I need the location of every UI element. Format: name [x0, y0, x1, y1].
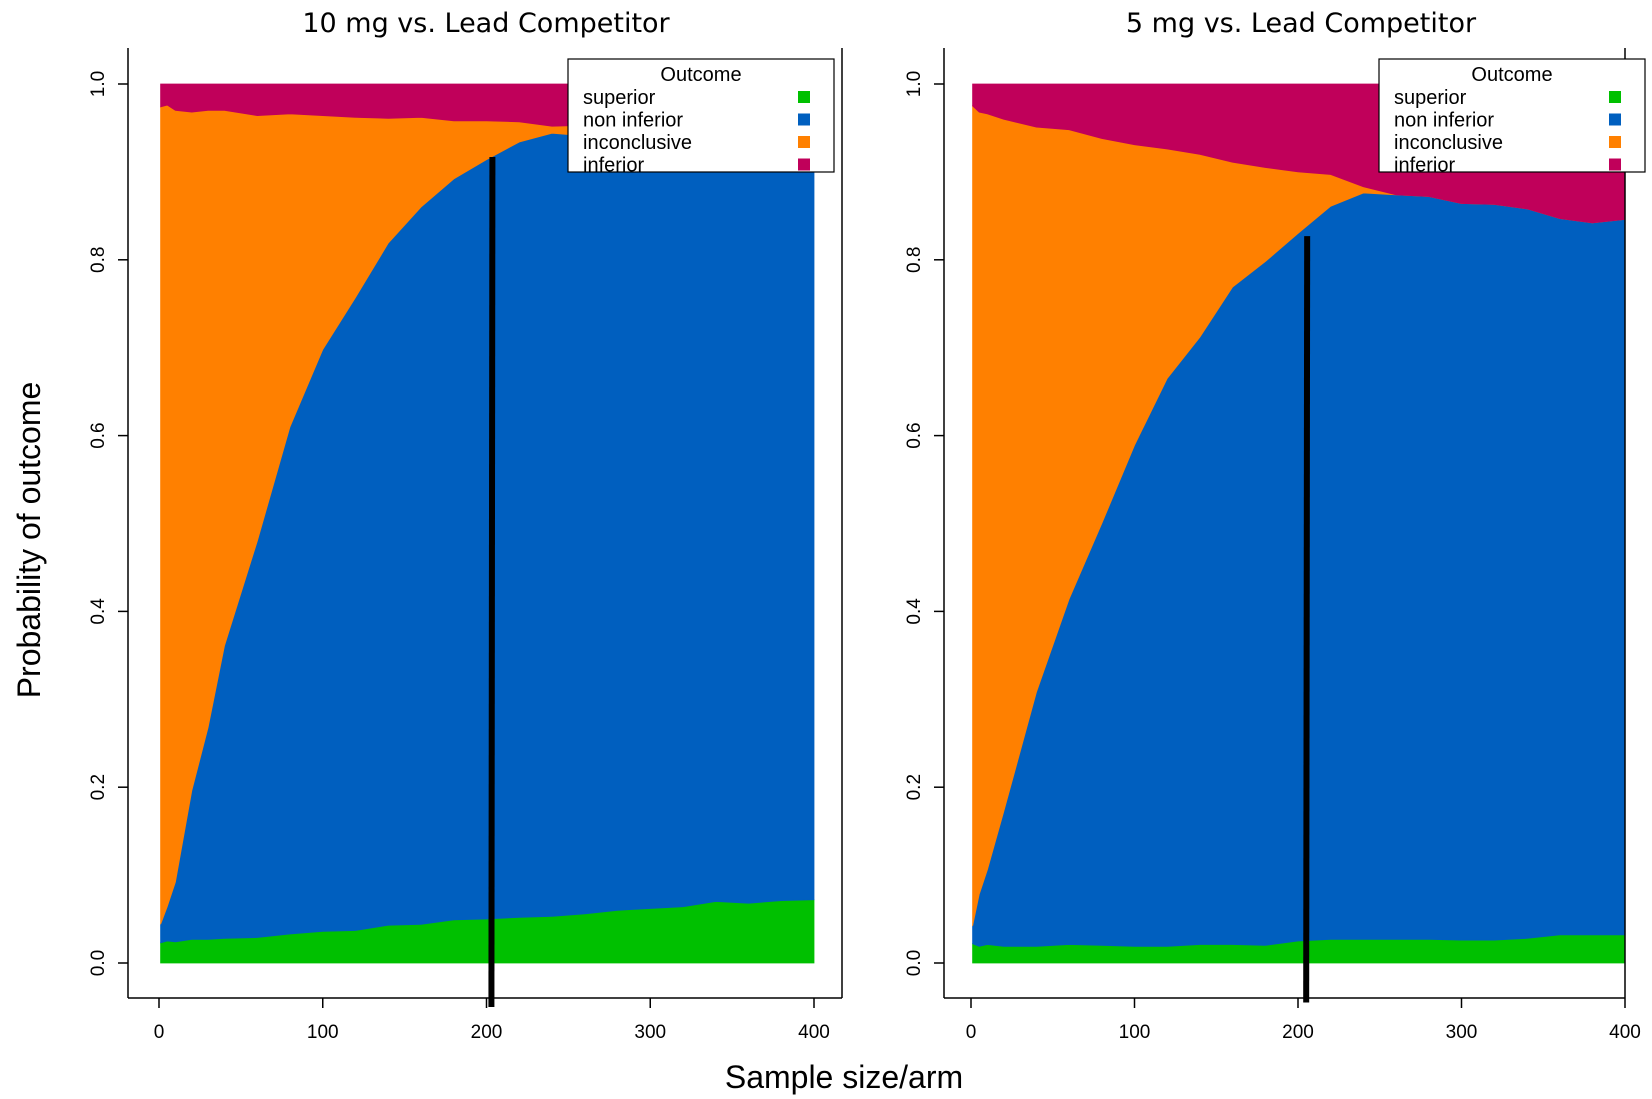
- legend-box: [1378, 58, 1646, 173]
- x-tick-label: 200: [471, 1022, 503, 1043]
- x-tick-label: 100: [1119, 1022, 1151, 1043]
- legend-swatch: [1609, 113, 1621, 126]
- legend-label: inconclusive: [583, 132, 692, 154]
- chart-title: 5 mg vs. Lead Competitor: [1126, 8, 1477, 39]
- y-tick-label: 0.4: [88, 598, 109, 625]
- x-tick-label: 400: [798, 1022, 830, 1043]
- y-tick-label: 0.8: [904, 247, 925, 273]
- x-tick-label: 400: [1609, 1022, 1641, 1043]
- legend-box: [567, 58, 835, 173]
- chart-panel-2: 0.0 0.2 0.4 0.6 0.8 1.0 0 100 200 300 400 5 mg vs. …: [904, 8, 1646, 1043]
- x-tick-label: 300: [1446, 1022, 1478, 1043]
- legend-title: Outcome: [1471, 64, 1552, 86]
- legend-swatch: [798, 136, 810, 148]
- legend-swatch: [1609, 91, 1621, 103]
- x-tick-label: 0: [966, 1022, 977, 1043]
- legend-swatch: [798, 158, 810, 171]
- legend-label: inferior: [583, 155, 644, 177]
- y-tick-label: 0.4: [904, 598, 925, 625]
- y-tick-label: 1.0: [904, 71, 925, 97]
- y-tick-label: 1.0: [88, 71, 109, 97]
- legend-label: inferior: [1394, 155, 1455, 177]
- reference-line: [488, 156, 496, 1007]
- legend-title: Outcome: [660, 64, 741, 86]
- y-tick-label: 0.6: [88, 422, 109, 448]
- x-tick-label: 200: [1282, 1022, 1314, 1043]
- legend-label: non inferior: [583, 110, 683, 132]
- legend-label: superior: [1394, 87, 1467, 109]
- y-tick-label: 0.2: [88, 774, 109, 800]
- x-tick-label: 100: [307, 1022, 339, 1043]
- x-tick-label: 0: [154, 1022, 165, 1043]
- y-tick-label: 0.6: [904, 422, 925, 448]
- x-axis-label: Sample size/arm: [725, 1059, 963, 1095]
- legend-label: inconclusive: [1394, 132, 1503, 154]
- y-tick-label: 0.2: [904, 774, 925, 800]
- x-tick-label: 300: [634, 1022, 666, 1043]
- y-axis-label: Probability of outcome: [11, 382, 47, 699]
- y-tick-label: 0.0: [904, 950, 925, 976]
- legend-swatch: [1609, 158, 1621, 171]
- legend-swatch: [1609, 136, 1621, 148]
- legend-swatch: [798, 113, 810, 126]
- chart-title: 10 mg vs. Lead Competitor: [302, 8, 670, 39]
- legend-swatch: [798, 91, 810, 103]
- y-tick-label: 0.8: [88, 247, 109, 273]
- y-tick-label: 0.0: [88, 950, 109, 976]
- legend-label: superior: [583, 87, 656, 109]
- chart-panel-1: 0.0 0.2 0.4 0.6 0.8 1.0 0 100 200 300 400 10 mg vs.…: [88, 8, 843, 1043]
- reference-line: [1303, 236, 1311, 1003]
- legend-label: non inferior: [1394, 110, 1494, 132]
